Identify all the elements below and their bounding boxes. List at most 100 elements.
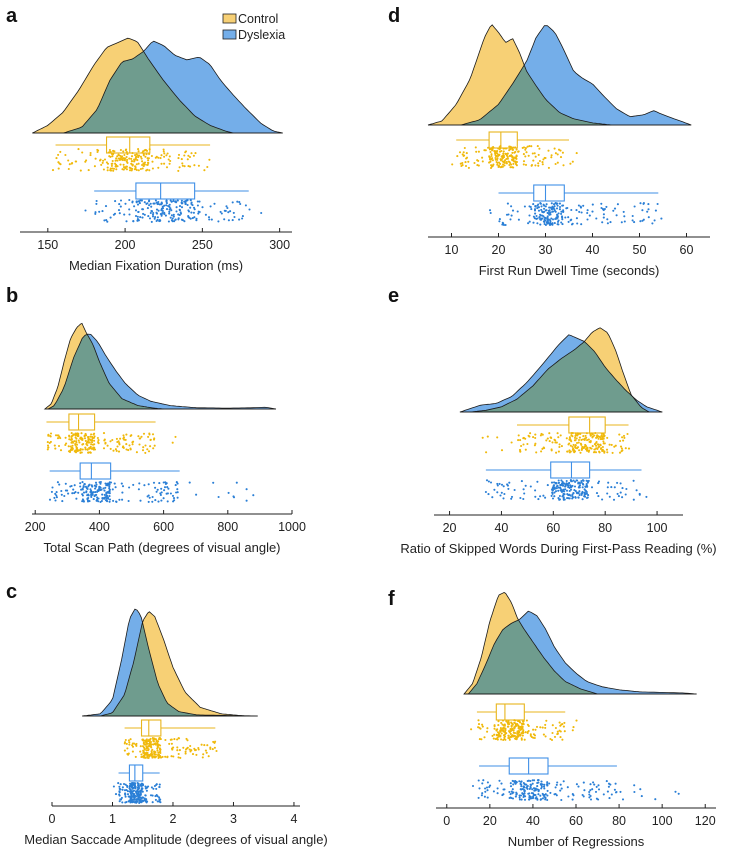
data-point (70, 446, 73, 450)
data-point (69, 438, 73, 441)
data-point (593, 783, 596, 786)
data-point (181, 202, 184, 205)
data-point (601, 498, 604, 501)
data-point (147, 756, 150, 760)
data-point (458, 151, 462, 154)
data-point (475, 150, 478, 153)
data-point (561, 218, 564, 221)
data-point (87, 485, 90, 488)
data-point (577, 486, 580, 489)
data-point (576, 432, 579, 435)
data-point (153, 437, 156, 440)
data-point (57, 167, 60, 170)
data-point (558, 445, 561, 449)
data-point (57, 434, 60, 437)
data-point (236, 200, 239, 203)
x-tick-label: 60 (546, 521, 560, 535)
data-point (69, 445, 72, 448)
data-point (514, 146, 517, 149)
data-point (175, 210, 178, 213)
data-point (559, 489, 562, 492)
density-dyslexia-outline (459, 334, 663, 413)
data-point (595, 435, 599, 438)
data-point (500, 782, 503, 785)
data-point (226, 206, 229, 210)
data-point (559, 156, 563, 159)
data-point (600, 434, 603, 437)
data-point (59, 449, 63, 452)
data-point (163, 152, 166, 155)
data-point (503, 727, 506, 730)
data-point (137, 200, 140, 203)
data-point (573, 436, 577, 439)
data-point (503, 788, 506, 791)
data-point (493, 733, 496, 736)
data-point (120, 156, 123, 159)
data-point (75, 160, 78, 163)
data-point (508, 149, 511, 152)
data-point (217, 495, 220, 499)
data-point (155, 155, 158, 158)
data-point (123, 789, 127, 792)
data-point (635, 489, 638, 492)
box-dyslexia (128, 764, 144, 782)
data-point (89, 151, 92, 155)
data-point (539, 202, 542, 205)
data-point (575, 437, 578, 440)
data-point (139, 499, 142, 502)
data-point (529, 797, 532, 800)
data-point (522, 160, 526, 163)
data-point (91, 441, 94, 444)
data-point (160, 487, 163, 490)
data-point (588, 214, 591, 217)
data-point (185, 737, 188, 740)
data-point (514, 160, 517, 163)
data-point (582, 435, 585, 438)
data-point (79, 436, 83, 439)
data-point (542, 220, 545, 223)
data-point (531, 788, 534, 791)
data-point (125, 220, 128, 223)
data-point (176, 488, 179, 491)
data-point (137, 792, 140, 795)
data-point (573, 489, 576, 492)
density-control-outline (427, 24, 612, 126)
data-point (179, 212, 183, 215)
data-point (585, 496, 589, 500)
data-point (217, 220, 220, 223)
data-point (506, 152, 509, 155)
data-point (565, 207, 568, 210)
data-point (521, 788, 524, 791)
data-point (83, 434, 86, 437)
data-point (494, 150, 497, 153)
data-point (487, 480, 490, 483)
data-point (220, 212, 223, 215)
data-point (157, 738, 161, 741)
data-point (169, 216, 172, 219)
data-point (461, 153, 464, 156)
data-point (528, 145, 531, 148)
data-point (552, 484, 556, 487)
data-point (128, 198, 131, 202)
data-point (510, 790, 513, 793)
data-point (532, 728, 535, 731)
data-point (511, 727, 514, 731)
data-point (558, 202, 561, 205)
x-tick-label: 60 (569, 814, 583, 828)
data-point (184, 752, 187, 755)
data-point (144, 451, 147, 454)
data-point (524, 148, 527, 151)
data-point (485, 451, 488, 454)
data-point (540, 205, 543, 208)
data-point (128, 787, 131, 790)
data-point (245, 488, 248, 491)
data-point (509, 796, 512, 799)
data-point (134, 790, 137, 793)
data-point (523, 798, 527, 801)
data-point (219, 210, 222, 213)
data-point (129, 801, 132, 804)
data-point (232, 496, 236, 499)
data-point (142, 432, 146, 435)
data-point (100, 163, 103, 166)
